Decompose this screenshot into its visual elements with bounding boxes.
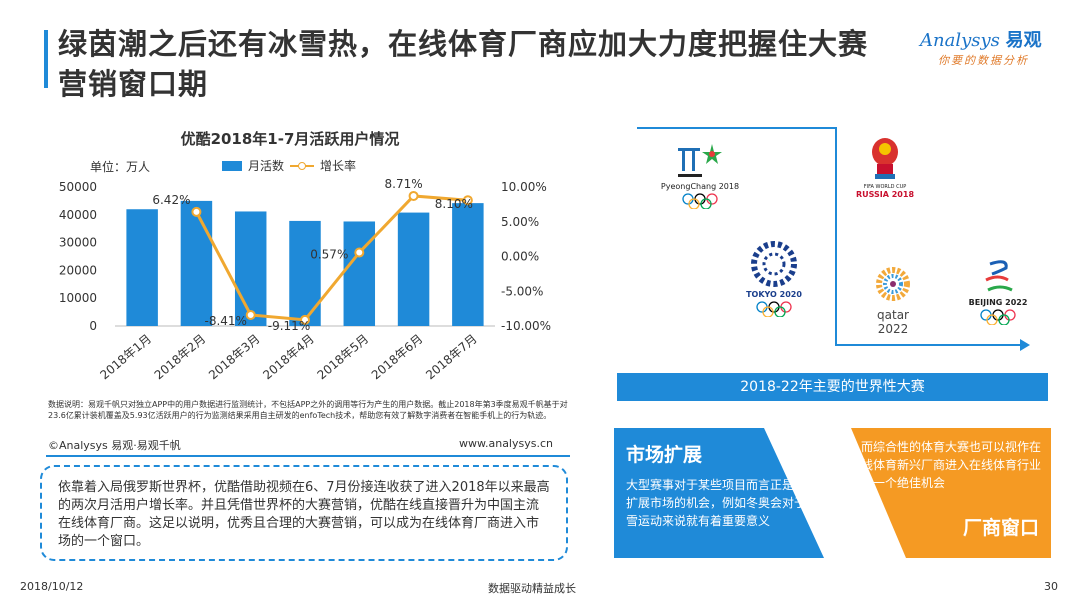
growth-data-label: -9.11% bbox=[268, 319, 310, 333]
event-pyeongchang: PyeongChang 2018 bbox=[655, 140, 745, 209]
chart-source: ©Analysys 易观·易观千帆 bbox=[48, 439, 181, 452]
olympic-rings-icon bbox=[682, 193, 718, 209]
y2-tick-label: 5.00% bbox=[501, 215, 539, 229]
event-qatar-2022: qatar 2022 bbox=[860, 262, 926, 336]
x-tick-label: 2018年2月 bbox=[152, 332, 209, 383]
growth-data-label: 8.10% bbox=[435, 197, 473, 211]
footer-slogan: 数据驱动精益成长 bbox=[488, 582, 576, 595]
qatar-emblem-icon bbox=[876, 267, 910, 301]
pyeongchang-emblem-icon bbox=[678, 144, 722, 177]
growth-point bbox=[300, 314, 310, 325]
growth-point bbox=[462, 195, 473, 206]
growth-point bbox=[354, 247, 365, 258]
x-tick-label: 2018年6月 bbox=[369, 332, 426, 383]
world-cup-trophy-icon bbox=[872, 138, 898, 179]
timeline-line-vertical bbox=[835, 127, 837, 345]
chart-title: 优酷2018年1-7月活跃用户情况 bbox=[180, 130, 400, 148]
russia-label: RUSSIA 2018 bbox=[855, 190, 915, 199]
vendor-box-shape bbox=[851, 428, 1051, 558]
market-box-text: 大型赛事对于某些项目而言正是一个扩展市场的机会，例如冬奥会对于冰雪运动来说就有着… bbox=[626, 478, 819, 528]
event-russia-2018: FIFA WORLD CUP RUSSIA 2018 bbox=[850, 134, 920, 199]
growth-data-label: 8.71% bbox=[385, 177, 423, 191]
y-tick-label: 50000 bbox=[59, 180, 97, 194]
bar bbox=[180, 200, 213, 326]
tokyo-label: TOKYO 2020 bbox=[746, 290, 802, 299]
footer-date: 2018/10/12 bbox=[20, 580, 84, 593]
timeline-line-top bbox=[637, 127, 837, 129]
title-accent-bar bbox=[44, 30, 48, 88]
growth-data-label: 6.42% bbox=[152, 193, 190, 207]
timeline-line-bottom bbox=[835, 344, 1023, 346]
market-box-shape bbox=[614, 428, 824, 558]
chart-unit: 单位：万人 bbox=[90, 160, 151, 174]
chart-legend: 月活数 增长率 bbox=[222, 157, 356, 174]
x-tick-label: 2018年1月 bbox=[97, 332, 154, 383]
qatar-label: qatar bbox=[877, 308, 909, 322]
x-tick-label: 2018年3月 bbox=[206, 332, 263, 383]
data-note: 数据说明：易观千帆只对独立APP中的用户数据进行监测统计，不包括APP之外的调用… bbox=[48, 400, 568, 420]
vendor-box-text: 而综合性的体育大赛也可以视作在线体育新兴厂商进入在线体育行业的一个绝佳机会 bbox=[861, 440, 1042, 490]
russia-top-label: FIFA WORLD CUP bbox=[863, 184, 907, 190]
olympic-rings-icon bbox=[756, 301, 792, 317]
legend-line-label: 增长率 bbox=[320, 159, 357, 173]
bar bbox=[397, 212, 430, 326]
y2-tick-label: -10.00% bbox=[501, 319, 551, 333]
y2-tick-label: -5.00% bbox=[501, 284, 543, 298]
y-tick-label: 10000 bbox=[59, 291, 97, 305]
y-tick-label: 30000 bbox=[59, 236, 97, 250]
logo-brand-en: Analysys bbox=[920, 30, 1000, 51]
conclusion-box: 依靠着入局俄罗斯世界杯，优酷借助视频在6、7月份接连收获了进入2018年以来最高… bbox=[40, 465, 568, 561]
source-divider bbox=[46, 455, 570, 457]
x-tick-label: 2018年4月 bbox=[260, 332, 317, 383]
mau-chart: 0 10000 20000 30000 40000 50000 -10.00% -5.00% 0… bbox=[59, 177, 551, 383]
x-tick-label: 2018年5月 bbox=[315, 332, 372, 383]
vendor-window-box: 而综合性的体育大赛也可以视作在线体育新兴厂商进入在线体育行业的一个绝佳机会 厂商… bbox=[851, 428, 1051, 558]
olympic-rings-icon bbox=[980, 309, 1016, 325]
bar bbox=[289, 220, 321, 326]
y2-tick-label: 10.00% bbox=[501, 180, 547, 194]
market-expansion-box: 市场扩展 大型赛事对于某些项目而言正是一个扩展市场的机会，例如冬奥会对于冰雪运动… bbox=[614, 428, 824, 558]
tokyo-emblem-icon bbox=[751, 241, 797, 287]
bar bbox=[452, 203, 484, 326]
y2-tick-label: 0.00% bbox=[501, 250, 539, 264]
y-tick-label: 40000 bbox=[59, 208, 97, 222]
bar bbox=[343, 221, 376, 326]
legend-bar-label: 月活数 bbox=[248, 159, 285, 173]
page-number: 30 bbox=[1044, 580, 1058, 593]
growth-point bbox=[191, 206, 202, 217]
market-box-title: 市场扩展 bbox=[626, 444, 703, 466]
growth-data-label: -8.41% bbox=[204, 314, 246, 328]
vendor-box-title: 厂商窗口 bbox=[962, 517, 1039, 539]
beijing-label: BEIJING 2022 bbox=[968, 298, 1028, 307]
bar bbox=[126, 209, 158, 326]
event-tokyo-2020: TOKYO 2020 bbox=[738, 240, 810, 317]
qatar-year-label: 2022 bbox=[877, 322, 909, 336]
legend-bar-swatch bbox=[222, 160, 242, 171]
logo-tagline: 你要的数据分析 bbox=[938, 54, 1029, 67]
logo-brand-cn: 易观 bbox=[1005, 30, 1042, 51]
bar bbox=[234, 211, 267, 326]
x-tick-label: 2018年7月 bbox=[423, 332, 480, 383]
chart-url: www.analysys.cn bbox=[459, 437, 553, 450]
legend-line-swatch bbox=[290, 161, 315, 171]
pyeongchang-label: PyeongChang 2018 bbox=[660, 182, 740, 191]
events-banner: 2018-22年主要的世界性大赛 bbox=[617, 373, 1048, 401]
growth-line bbox=[195, 194, 468, 322]
event-beijing-2022: BEIJING 2022 bbox=[962, 258, 1034, 325]
timeline-arrow-icon bbox=[1020, 339, 1030, 351]
page-title: 绿茵潮之后还有冰雪热，在线体育厂商应加大力度把握住大赛营销窗口期 bbox=[58, 27, 869, 101]
growth-data-label: 0.57% bbox=[310, 248, 348, 262]
y-tick-label: 20000 bbox=[59, 263, 97, 277]
y-tick-label: 0 bbox=[89, 319, 97, 333]
growth-point bbox=[245, 309, 256, 320]
beijing-emblem-icon bbox=[985, 260, 1013, 292]
growth-point bbox=[408, 190, 419, 201]
analysys-logo: Analysys 易观 你要的数据分析 bbox=[920, 26, 1070, 76]
